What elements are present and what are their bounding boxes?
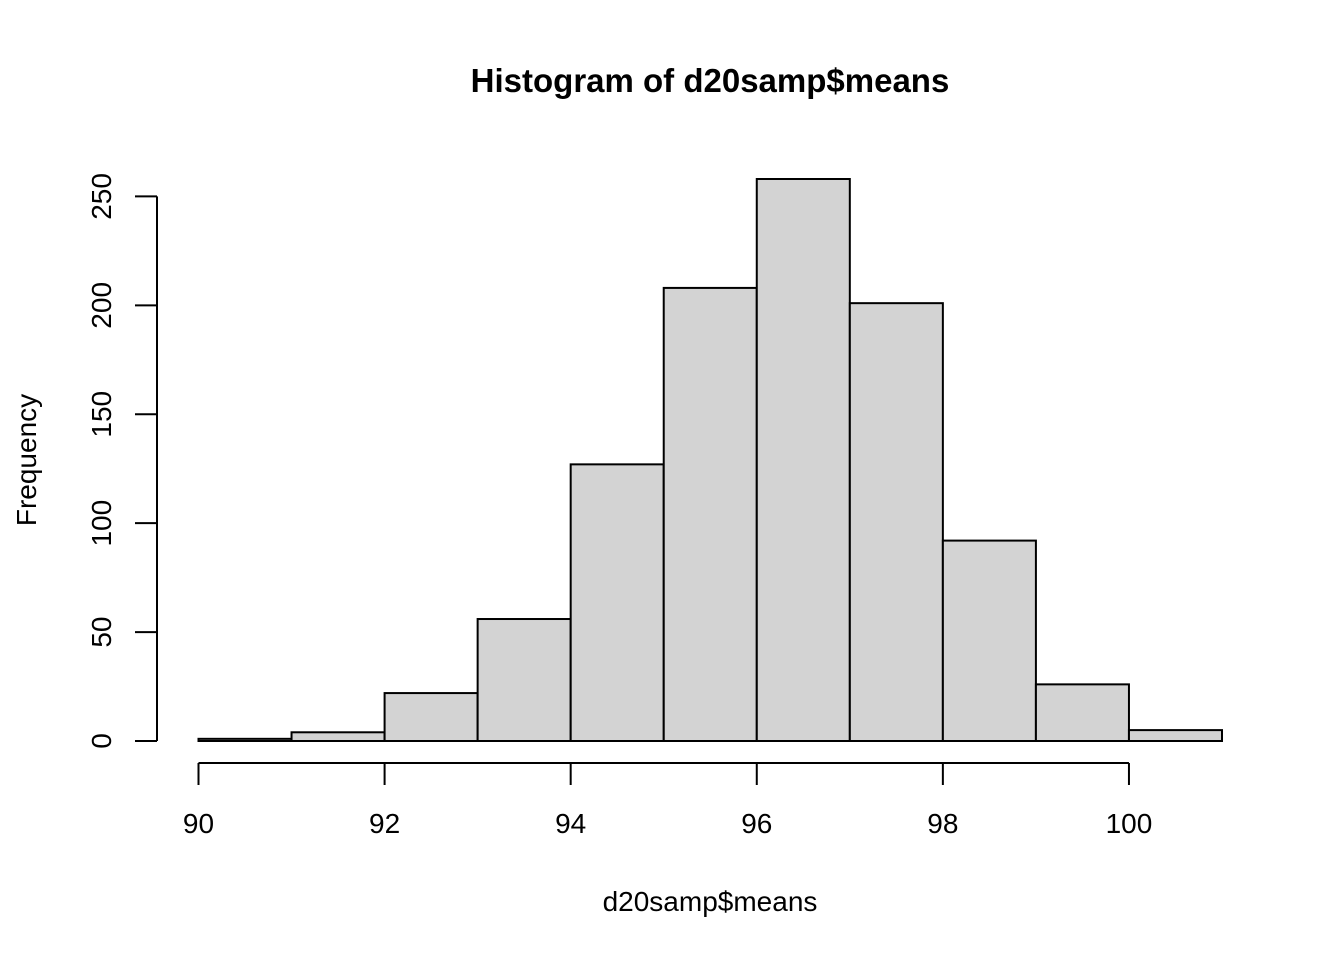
y-axis-title: Frequency [11,394,42,526]
y-tick-label-100: 100 [86,500,117,547]
x-tick-label-94: 94 [555,808,586,839]
x-tick-label-98: 98 [927,808,958,839]
histogram-bar-8 [941,539,1037,743]
histogram-bar-9 [1034,683,1130,742]
histogram-bar-6 [755,178,851,742]
y-tick-label-200: 200 [86,282,117,329]
histogram-bar-2 [383,692,479,742]
y-axis: 0 50 100 150 200 250 [86,173,158,749]
chart-title: Histogram of d20samp$means [471,62,950,99]
y-tick-label-50: 50 [86,617,117,648]
histogram-bar-0 [197,737,293,743]
x-tick-label-90: 90 [183,808,214,839]
histogram-bar-1 [290,731,386,742]
histogram-bar-3 [476,618,572,742]
x-tick-label-92: 92 [369,808,400,839]
y-tick-label-150: 150 [86,391,117,438]
y-tick-label-250: 250 [86,173,117,220]
x-tick-label-96: 96 [741,808,772,839]
x-axis: 90 92 94 96 98 100 [183,762,1153,839]
x-axis-title: d20samp$means [603,886,818,917]
histogram-bar-10 [1127,729,1224,742]
bars-layer [197,178,1224,743]
x-tick-label-100: 100 [1106,808,1153,839]
histogram-bar-4 [569,463,665,742]
histogram-bar-7 [848,302,944,742]
histogram-bar-5 [662,286,758,742]
y-tick-label-0: 0 [86,733,117,749]
